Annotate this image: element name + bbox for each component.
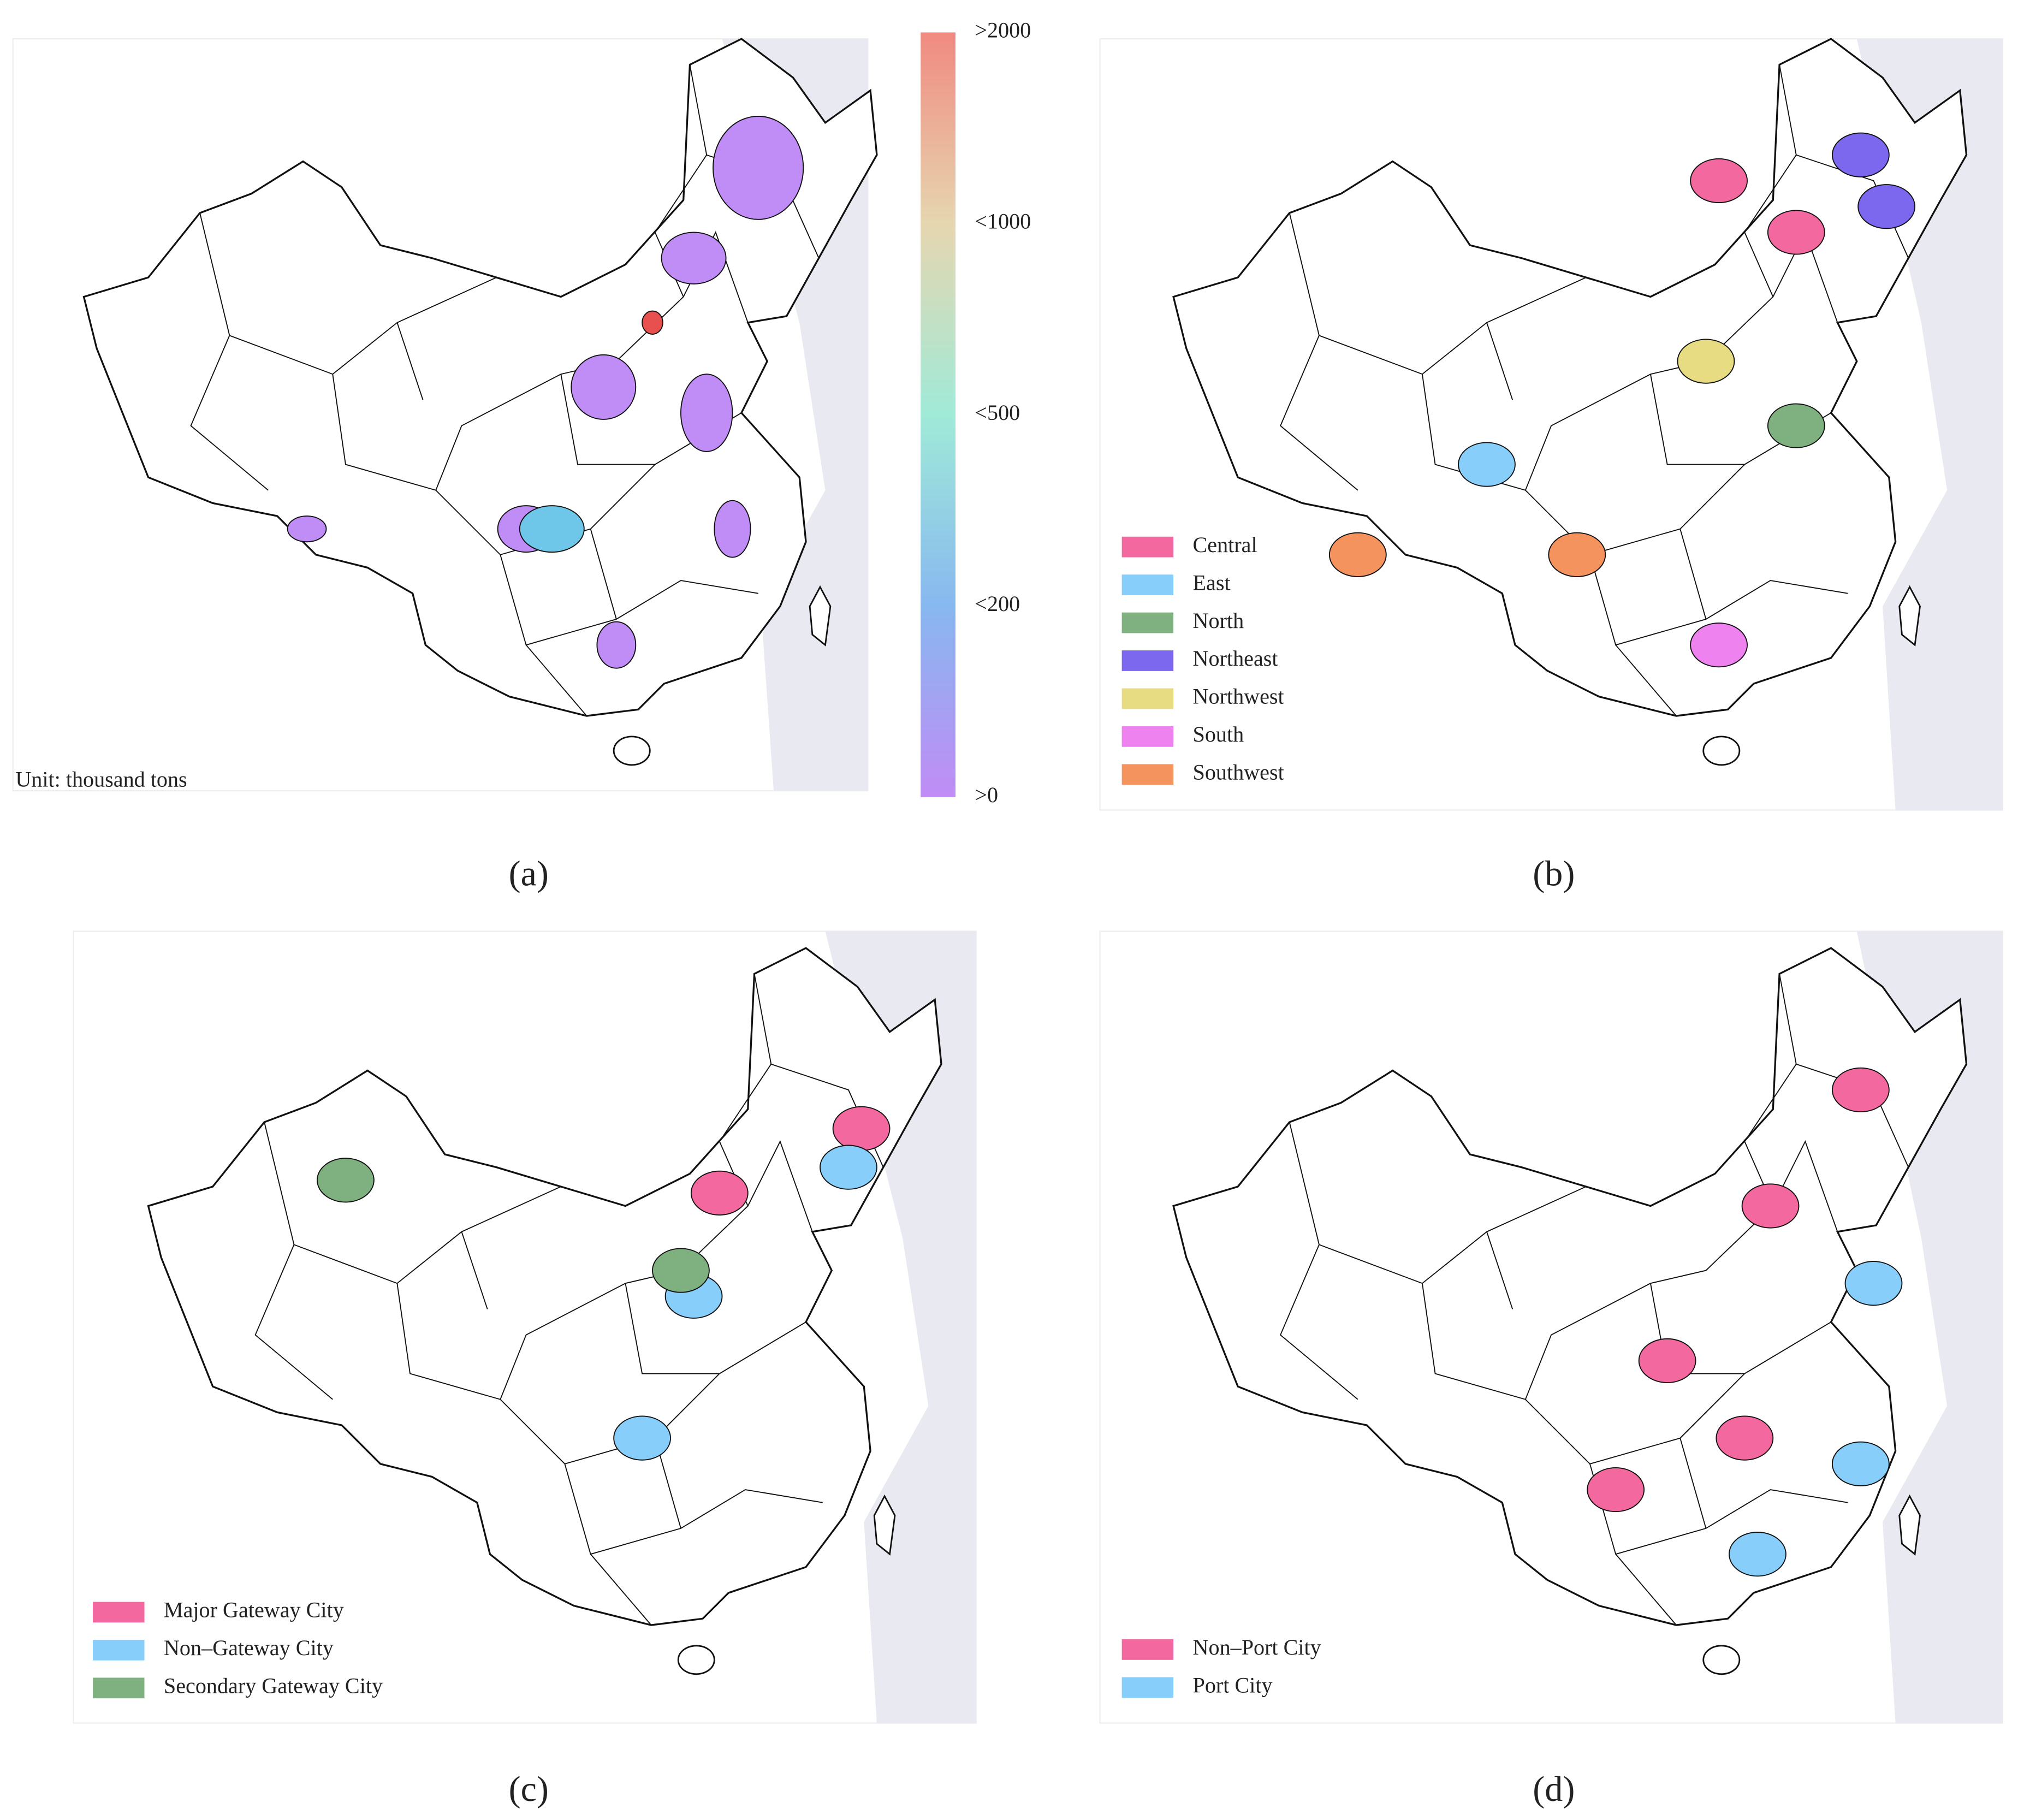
legend-swatch (1121, 1677, 1174, 1698)
legend-swatch (1121, 688, 1174, 709)
region-patch (690, 1170, 749, 1216)
legend-swatch (93, 1639, 145, 1661)
region-patch (832, 1106, 891, 1151)
colorbar-label: >2000 (975, 18, 1031, 43)
region-patch (1767, 210, 1825, 255)
panel-a: >2000 <1000 <500 <200 >0 Unit: thousand tons (12, 18, 1031, 807)
colorbar-label: <500 (975, 400, 1020, 425)
panel-d (1099, 930, 2003, 1724)
region-patch (317, 1158, 375, 1203)
legend-swatch (1121, 650, 1174, 671)
region-patch (1587, 1467, 1645, 1513)
legend-label: Major Gateway City (164, 1598, 344, 1622)
region-patch (1857, 184, 1916, 229)
region-patch (613, 1415, 672, 1461)
sea (825, 931, 976, 1723)
region-patch (1767, 403, 1825, 448)
colorbar-label: <1000 (975, 209, 1031, 234)
panel-c (73, 930, 977, 1724)
region-patch (1690, 623, 1748, 668)
legend-label: Non–Port City (1193, 1635, 1321, 1659)
region-patch (1729, 1532, 1786, 1577)
region-patch (820, 1145, 877, 1190)
legend-swatch (1121, 726, 1174, 747)
legend-label: Non–Gateway City (164, 1635, 334, 1660)
colorbar-label: <200 (975, 591, 1020, 616)
region-patch (1690, 158, 1748, 204)
legend-label: Central (1193, 532, 1257, 557)
legend-label: Northwest (1193, 684, 1284, 709)
legend-swatch (93, 1677, 145, 1699)
legend-swatch (1121, 536, 1174, 558)
legend-label: Port City (1193, 1673, 1273, 1698)
region-patch (519, 505, 585, 553)
panel-label: (d) (1533, 1769, 1575, 1809)
map (1172, 947, 1968, 1675)
legend-label: Secondary Gateway City (164, 1674, 383, 1698)
map (82, 38, 878, 766)
region-patch (1716, 1415, 1774, 1461)
region-patch (652, 1248, 710, 1293)
map (1172, 38, 1968, 766)
sea (1856, 39, 2003, 810)
region-patches (287, 115, 804, 669)
legend-label: South (1193, 722, 1244, 746)
region-patch (1328, 532, 1387, 577)
region-patch (1844, 1261, 1903, 1306)
legend-swatch (93, 1602, 145, 1623)
panel-label: (a) (509, 853, 549, 893)
legend-label: East (1193, 570, 1231, 595)
region-patch (642, 310, 663, 335)
region-patch (1831, 1067, 1890, 1113)
unit-label: Unit: thousand tons (15, 767, 187, 792)
map (147, 947, 942, 1675)
region-patch (1741, 1183, 1800, 1229)
region-patch (1831, 132, 1890, 177)
sea (1856, 931, 2003, 1723)
legend-label: Northeast (1193, 646, 1278, 671)
legend-swatch (1121, 1639, 1174, 1660)
legend-swatch (1121, 764, 1174, 785)
region-patch (1638, 1338, 1696, 1383)
legend-label: North (1193, 608, 1244, 633)
region-patch (1677, 339, 1735, 384)
panel-label: (c) (509, 1769, 549, 1809)
region-patch (1548, 532, 1606, 577)
region-patch (1458, 442, 1516, 487)
legend-swatch (1121, 574, 1174, 596)
colorbar (921, 32, 955, 797)
legend-label: Southwest (1193, 760, 1284, 785)
colorbar-label: >0 (975, 782, 998, 807)
panel-label: (b) (1533, 853, 1575, 893)
panel-b (1099, 38, 2003, 811)
colorbar-labels: >2000 <1000 <500 <200 >0 (975, 18, 1031, 807)
legend-swatch (1121, 612, 1174, 633)
region-patch (1831, 1441, 1890, 1486)
